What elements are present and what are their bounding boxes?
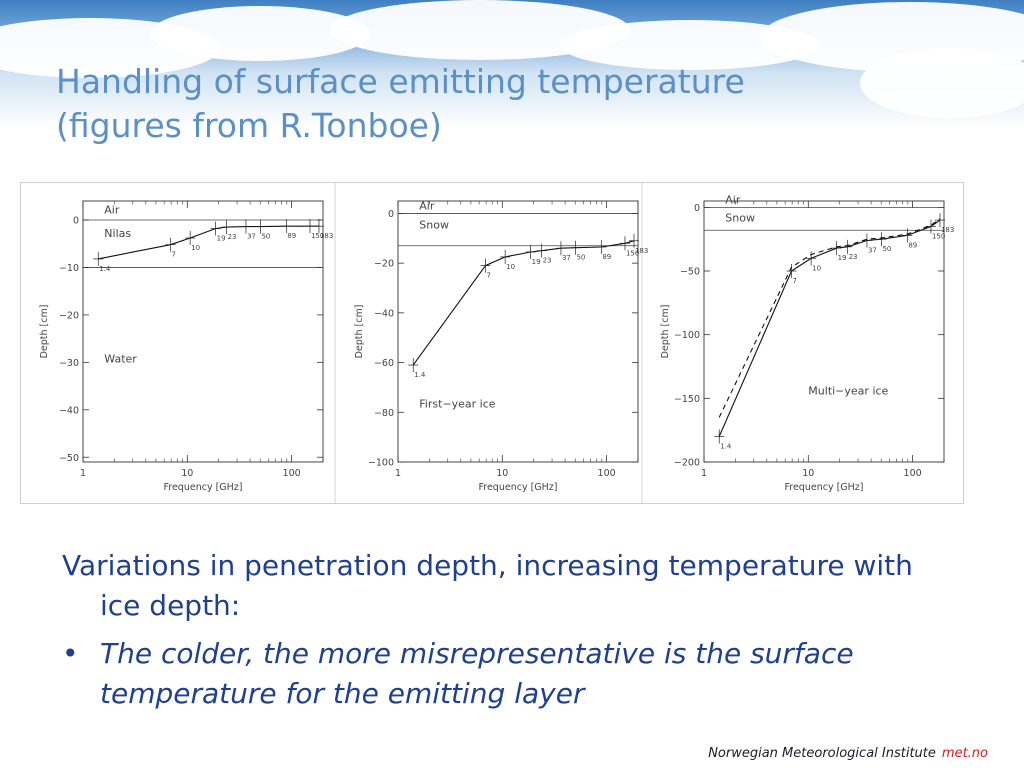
y-tick-label: −20: [59, 310, 79, 321]
slide-title: Handling of surface emitting temperature…: [56, 60, 956, 148]
x-axis-title: Frequency [GHz]: [163, 482, 242, 493]
layer-label: Multi−year ice: [808, 385, 888, 398]
channel-label: 23: [228, 233, 237, 241]
y-tick-label: −50: [680, 267, 700, 278]
y-tick-label: −20: [374, 259, 394, 270]
y-axis-title: Depth [cm]: [660, 305, 671, 359]
channel-label: 89: [908, 241, 917, 249]
footer-brand: met.no: [941, 746, 988, 761]
channel-label: 50: [882, 245, 891, 253]
x-tick-label: 100: [904, 468, 922, 479]
x-axis-title: Frequency [GHz]: [784, 482, 863, 493]
layer-label: Air: [419, 200, 435, 213]
layer-label: Water: [104, 352, 137, 365]
footer: Norwegian Meteorological Institute met.no: [708, 746, 988, 761]
channel-label: 10: [506, 263, 515, 271]
channel-label: 50: [576, 254, 585, 262]
y-tick-label: −80: [374, 408, 394, 419]
x-tick-label: 100: [598, 468, 616, 479]
body-paragraph: Variations in penetration depth, increas…: [62, 549, 913, 622]
channel-label: 10: [812, 264, 821, 272]
cloud: [860, 48, 1024, 118]
x-tick-label: 100: [283, 468, 301, 479]
y-tick-label: −100: [674, 330, 700, 341]
channel-label: 150: [626, 249, 639, 257]
channel-label: 50: [261, 233, 270, 241]
bullet-text: The colder, the more misrepresentative i…: [100, 637, 854, 710]
footer-org: Norwegian Meteorological Institute: [708, 746, 936, 761]
series-line: [98, 225, 319, 260]
channel-label: 37: [562, 254, 571, 262]
y-axis-title: Depth [cm]: [39, 305, 50, 359]
channel-label: 37: [868, 246, 877, 254]
title-line-1: Handling of surface emitting temperature: [56, 62, 745, 101]
channel-label: 183: [320, 232, 333, 240]
channel-label: 150: [932, 232, 945, 240]
channel-label: 183: [635, 247, 648, 255]
title-line-2: (figures from R.Tonboe): [56, 106, 442, 145]
layer-label: Snow: [419, 218, 449, 231]
figure-panel: 0 −10 −20 −30 −40 −50 1 10 100 Frequency [GHz] Dep…: [20, 182, 964, 504]
channel-label: 19: [217, 235, 226, 243]
x-tick-label: 10: [181, 468, 193, 479]
x-tick-label: 10: [496, 468, 508, 479]
channel-label: 37: [247, 233, 256, 241]
y-tick-label: 0: [388, 209, 394, 220]
channel-label: 183: [941, 226, 954, 234]
y-axis-title: Depth [cm]: [354, 305, 365, 359]
y-tick-label: −150: [674, 394, 700, 405]
layer-label: Air: [725, 194, 741, 207]
y-tick-label: −10: [59, 263, 79, 274]
bullet-dot-icon: •: [62, 637, 79, 670]
sky-banner: [0, 0, 1024, 160]
channel-label: 10: [191, 244, 200, 252]
channel-label: 1.4: [414, 371, 426, 379]
channel-label: 89: [602, 253, 611, 261]
x-tick-label: 1: [395, 468, 401, 479]
channel-label: 23: [543, 257, 552, 265]
y-tick-label: 0: [694, 203, 700, 214]
x-axis-title: Frequency [GHz]: [478, 482, 557, 493]
body-text: Variations in penetration depth, increas…: [62, 546, 962, 714]
channel-label: 23: [849, 253, 858, 261]
x-tick-label: 10: [802, 468, 814, 479]
channel-label: 1.4: [99, 265, 111, 273]
series-line-dashed: [718, 218, 941, 418]
bullet-item: • The colder, the more misrepresentative…: [62, 634, 962, 714]
layer-label: First−year ice: [419, 397, 496, 410]
y-tick-label: −60: [374, 358, 394, 369]
y-tick-label: −100: [368, 458, 394, 469]
plot-frame: [82, 200, 324, 463]
x-tick-label: 1: [701, 468, 707, 479]
channel-label: 7: [171, 251, 175, 259]
y-tick-label: −50: [59, 453, 79, 464]
layer-label: Nilas: [104, 227, 131, 240]
channel-label: 150: [311, 232, 324, 240]
layer-label: Air: [104, 203, 120, 216]
channel-label: 19: [532, 258, 541, 266]
y-tick-label: 0: [73, 215, 79, 226]
series-line: [412, 240, 635, 366]
y-tick-label: −30: [59, 358, 79, 369]
channel-label: 89: [287, 232, 296, 240]
plot-frame: [397, 200, 639, 463]
channel-label: 7: [792, 277, 796, 285]
series-line: [718, 219, 941, 437]
channel-label: 19: [838, 254, 847, 262]
layer-label: Snow: [725, 211, 755, 224]
y-tick-label: −200: [674, 458, 700, 469]
x-tick-label: 1: [80, 468, 86, 479]
y-tick-label: −40: [374, 308, 394, 319]
channel-label: 1.4: [720, 443, 732, 451]
plot-frame: [703, 200, 945, 463]
channel-label: 7: [486, 272, 490, 280]
y-tick-label: −40: [59, 405, 79, 416]
